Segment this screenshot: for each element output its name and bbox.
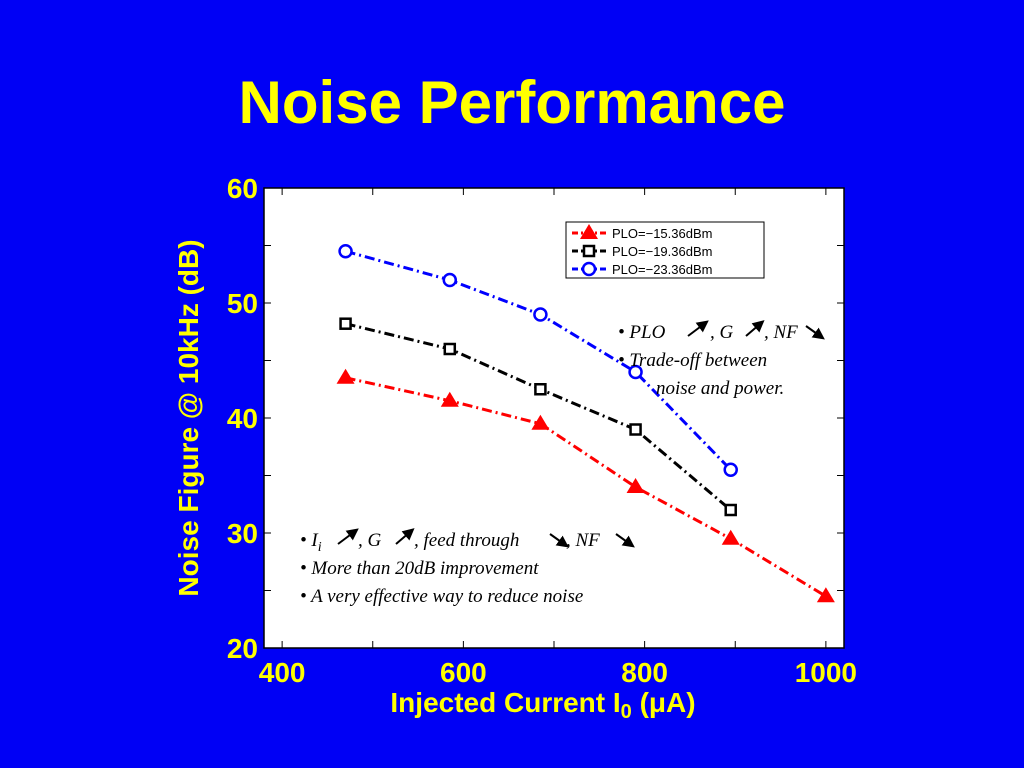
series-circle <box>338 244 738 477</box>
data-point <box>440 391 459 407</box>
data-point <box>531 414 550 430</box>
y-tick-label: 50 <box>227 288 258 319</box>
svg-text:• PLO: • PLO <box>618 322 666 343</box>
svg-text:• Ii: • Ii <box>300 530 322 555</box>
legend-marker <box>582 244 596 258</box>
y-tick-label: 20 <box>227 633 258 664</box>
svg-text:, G: , G <box>358 530 382 551</box>
x-tick-label: 400 <box>259 657 306 688</box>
svg-text:• Trade-off between: • Trade-off between <box>618 350 767 371</box>
svg-text:• More than 20dB improvement: • More than 20dB improvement <box>300 558 539 579</box>
legend-label: PLO=−23.36dBm <box>612 262 712 277</box>
data-point <box>338 244 353 259</box>
data-point <box>534 383 547 396</box>
svg-text:• A very effective way to redu: • A very effective way to reduce noise <box>300 586 583 607</box>
y-tick-label: 60 <box>227 173 258 204</box>
data-point <box>628 364 643 380</box>
annotation-tradeoff: • PLO , G , NF • Trade-off between noise… <box>618 320 825 399</box>
legend-marker <box>580 224 598 239</box>
legend-label: PLO=−19.36dBm <box>612 244 712 259</box>
svg-text:, feed through: , feed through <box>414 530 519 551</box>
legend: PLO=−15.36dBm PLO=−19.36dBm PLO=−23.36dBm <box>565 221 765 279</box>
data-point <box>339 317 352 330</box>
svg-text:noise and power.: noise and power. <box>656 378 784 399</box>
data-point <box>443 342 457 356</box>
series-triangle <box>336 368 835 603</box>
x-tick-label: 600 <box>440 657 487 688</box>
data-point <box>816 587 835 603</box>
y-tick-labels: 20 30 40 50 60 <box>227 173 258 664</box>
series-layer <box>336 244 835 603</box>
legend-entry: PLO=−23.36dBm <box>572 261 712 277</box>
legend-label: PLO=−15.36dBm <box>612 226 712 241</box>
y-axis-label: Noise Figure @ 10kHz (dB) <box>173 239 204 596</box>
data-point <box>721 529 740 545</box>
x-axis-label-subscript: 0 <box>621 701 632 723</box>
data-point <box>336 368 355 384</box>
svg-text:, NF: , NF <box>566 530 600 551</box>
data-point <box>629 423 642 436</box>
x-axis-label: Injected Current I0 (μA) <box>390 687 695 723</box>
y-tick-label: 40 <box>227 403 258 434</box>
x-tick-labels: 400 600 800 1000 <box>259 657 857 688</box>
annotation-improvement: • Ii , G , feed through , NF • More than… <box>300 528 635 607</box>
y-tick-label: 30 <box>227 518 258 549</box>
legend-entry: PLO=−15.36dBm <box>572 224 712 241</box>
data-point <box>724 503 737 517</box>
svg-text:, G: , G <box>710 322 734 343</box>
series-square <box>339 317 737 517</box>
x-tick-label: 800 <box>621 657 668 688</box>
legend-marker <box>581 261 597 277</box>
slide-title: Noise Performance <box>238 69 786 136</box>
data-point <box>442 272 458 288</box>
data-point <box>723 462 738 477</box>
legend-entry: PLO=−19.36dBm <box>572 244 712 259</box>
series-line <box>345 376 827 598</box>
data-point <box>626 478 645 493</box>
tick-marks <box>264 187 844 649</box>
x-tick-label: 1000 <box>795 657 857 688</box>
svg-text:, NF: , NF <box>764 322 798 343</box>
data-point <box>533 307 548 322</box>
